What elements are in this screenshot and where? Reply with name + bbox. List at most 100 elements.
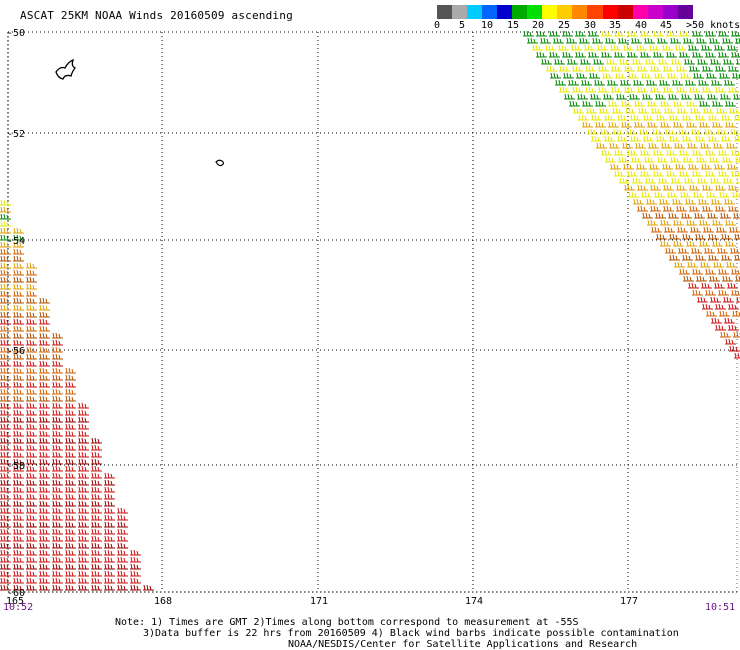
wind-barb [735,156,740,163]
wind-barb [13,255,24,262]
lon-label: 177 [620,596,638,607]
wind-barb [651,226,662,233]
wind-barb [91,549,102,556]
wind-barb [52,367,63,374]
wind-barb [13,332,24,339]
wind-barb [13,395,24,402]
wind-barb [104,521,115,528]
wind-barb [26,472,37,479]
wind-barb [682,114,693,121]
wind-barb [655,212,666,219]
wind-barb [623,163,634,170]
wind-barb [104,570,115,577]
wind-barb [676,205,687,212]
wind-barb [688,163,699,170]
wind-barb [606,58,617,65]
wind-barb [725,121,736,128]
wind-barb [78,535,89,542]
wind-barb [117,535,128,542]
wind-barb [91,493,102,500]
note-line-3: NOAA/NESDIS/Center for Satellite Applica… [288,639,638,650]
wind-barb [26,416,37,423]
wind-barb [588,51,599,58]
wind-barb [709,37,720,44]
wind-barb [104,507,115,514]
wind-barb [91,437,102,444]
wind-barb [641,191,652,198]
wind-barb [577,93,588,100]
wind-barb [649,44,660,51]
wind-barb [0,423,11,430]
wind-barb [39,479,50,486]
lat-label: -58 [7,461,25,472]
wind-barb [575,30,586,37]
wind-barb [91,563,102,570]
wind-barb [615,72,626,79]
wind-barb [669,233,680,240]
wind-barb [657,37,668,44]
wind-barb [667,191,678,198]
wind-barb [26,311,37,318]
wind-barb [703,107,714,114]
wind-barb [686,240,697,247]
colorbar-swatch [452,5,468,19]
wind-barb [705,149,716,156]
wind-barb [39,570,50,577]
wind-barb [666,51,677,58]
wind-barb [13,367,24,374]
wind-barb [546,65,557,72]
wind-barb [26,444,37,451]
wind-barb [117,556,128,563]
wind-barb [0,332,11,339]
wind-barb [626,128,637,135]
wind-barb [91,570,102,577]
wind-barb [0,542,11,549]
wind-barb [696,37,707,44]
wind-barb [714,282,725,289]
wind-barb [13,297,24,304]
colorbar-swatch [482,5,498,19]
wind-barb [0,360,11,367]
wind-barb [646,79,657,86]
wind-barb [0,220,11,227]
wind-barb [52,472,63,479]
wind-barb [733,212,740,219]
wind-barb [607,79,618,86]
wind-barb [13,444,24,451]
lat-label: -60 [7,588,25,599]
wind-barb [634,121,645,128]
wind-barb [591,114,602,121]
wind-barb [660,219,671,226]
wind-barb [659,79,670,86]
wind-barb [632,58,643,65]
wind-barb [91,584,102,591]
wind-barb [612,107,623,114]
wind-barb [26,493,37,500]
wind-barb [614,30,625,37]
wind-barb [0,514,11,521]
wind-barb [39,402,50,409]
wind-barb [677,107,688,114]
wind-barb [39,472,50,479]
wind-barb [731,51,740,58]
wind-barb [13,556,24,563]
wind-barb [52,430,63,437]
wind-barb [0,507,11,514]
wind-barb [708,254,719,261]
wind-barb [0,402,11,409]
wind-barb [725,100,736,107]
wind-barb [604,114,615,121]
wind-barb [690,107,701,114]
wind-barb [26,304,37,311]
wind-barb [711,198,722,205]
wind-barb [736,58,740,65]
wind-barb [693,72,704,79]
wind-barb [608,100,619,107]
wind-barb [726,142,737,149]
wind-barb [39,542,50,549]
lon-label: 174 [465,596,483,607]
wind-barb [117,542,128,549]
wind-barb [0,584,11,591]
wind-barb [708,233,719,240]
wind-barb [647,100,658,107]
